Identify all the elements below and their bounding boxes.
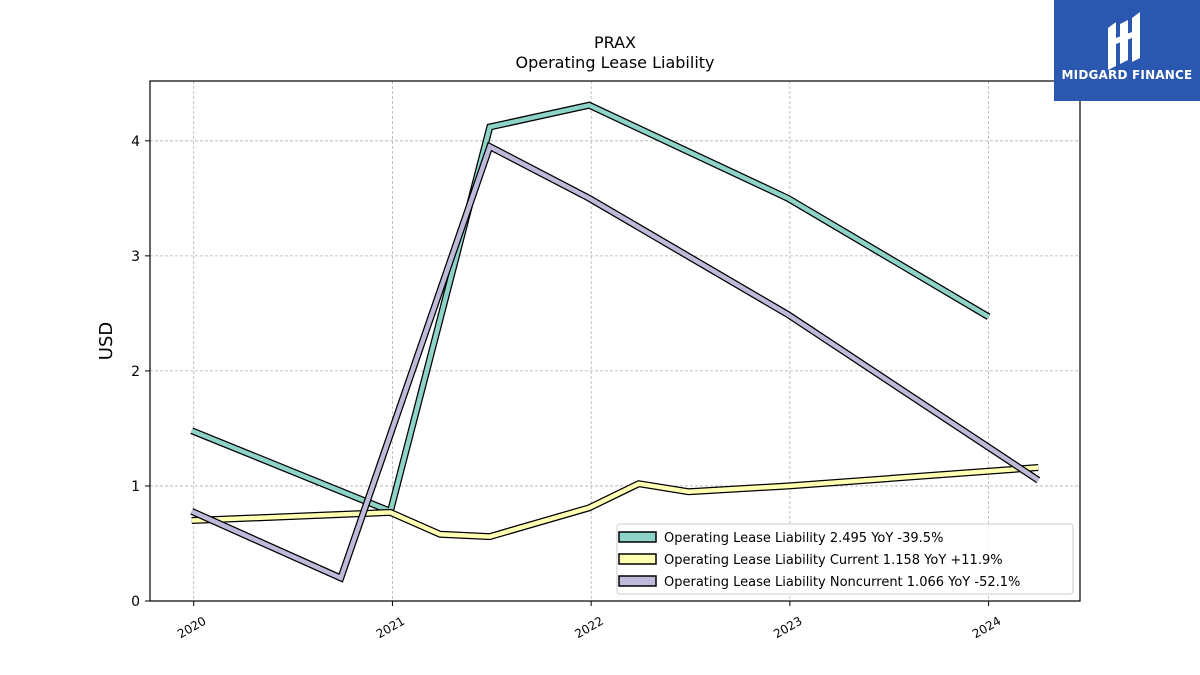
series-line-outline	[190, 101, 991, 517]
x-tick-label: 2020	[175, 614, 208, 641]
y-axis-label: USD	[96, 322, 117, 360]
chart-subtitle: Operating Lease Liability	[515, 53, 714, 72]
midgard-finance-logo: MIDGARD FINANCE	[1054, 0, 1200, 101]
x-tick-label: 2022	[572, 614, 605, 641]
y-tick-label: 0	[131, 594, 140, 610]
legend-swatch	[618, 553, 657, 565]
x-tick-label: 2023	[771, 614, 804, 641]
chart-title: PRAX	[594, 33, 636, 52]
legend: Operating Lease Liability 2.495 YoY -39.…	[616, 523, 1074, 595]
x-tick-label: 2021	[374, 614, 407, 641]
x-tick-label: 2024	[970, 614, 1003, 641]
logo-mark-icon	[1108, 12, 1140, 70]
legend-swatch	[618, 575, 657, 587]
y-tick-label: 2	[131, 364, 140, 380]
legend-box	[616, 523, 1074, 595]
y-tick-label: 1	[131, 479, 140, 495]
legend-swatch	[618, 531, 657, 543]
legend-entry: Operating Lease Liability Current 1.158 …	[664, 553, 1003, 568]
legend-entry: Operating Lease Liability Noncurrent 1.0…	[664, 575, 1020, 590]
series-line	[190, 143, 1040, 582]
series-line	[190, 102, 990, 515]
legend-entry: Operating Lease Liability 2.495 YoY -39.…	[664, 531, 943, 546]
grid	[150, 81, 1080, 602]
plot-frame	[149, 80, 1081, 602]
series-line	[191, 465, 1039, 539]
y-tick-label: 3	[131, 249, 140, 265]
logo-text: MIDGARD FINANCE	[1061, 68, 1193, 82]
series-lines	[190, 101, 1041, 583]
y-tick-label: 4	[131, 134, 140, 150]
